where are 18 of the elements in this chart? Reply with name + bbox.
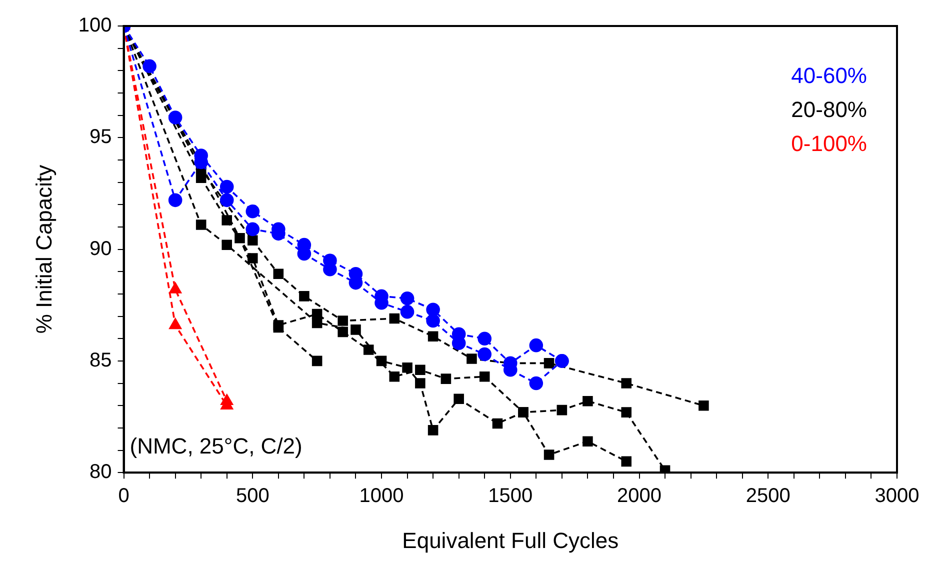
text: 0-100% [791, 131, 867, 156]
y-tick-label: 100 [78, 14, 112, 37]
x-tick-label: 2500 [746, 485, 790, 508]
y-axis-title: % Initial Capacity [31, 164, 56, 334]
y-tick-label: 80 [90, 461, 112, 484]
x-axis-title: Equivalent Full Cycles [402, 528, 619, 553]
x-tick-label: 3000 [874, 485, 920, 508]
x-tick-label: 2000 [617, 485, 662, 508]
x-tick-label: 1000 [359, 485, 404, 508]
text: 20-80% [791, 97, 867, 122]
annotation: (NMC, 25°C, C/2) [130, 434, 302, 459]
text: 40-60% [791, 63, 867, 88]
y-tick-label: 95 [90, 126, 112, 148]
x-tick-label: 500 [236, 485, 270, 508]
y-tick-label: 85 [90, 349, 112, 372]
y-tick-label: 90 [90, 238, 112, 260]
x-tick-label: 0 [118, 485, 130, 508]
x-tick-label: 1500 [488, 485, 533, 508]
